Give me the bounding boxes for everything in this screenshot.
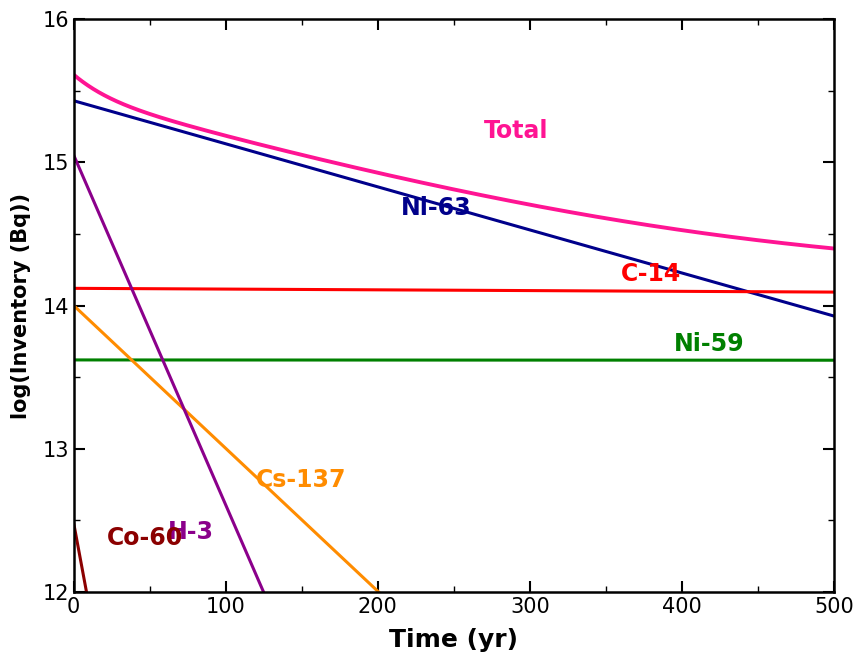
Text: H-3: H-3 [168, 520, 214, 544]
Text: Co-60: Co-60 [107, 526, 183, 550]
X-axis label: Time (yr): Time (yr) [389, 628, 518, 652]
Text: Total: Total [484, 119, 548, 143]
Text: C-14: C-14 [621, 262, 682, 286]
Text: Ni-59: Ni-59 [675, 332, 745, 356]
Y-axis label: log(Inventory (Bq)): log(Inventory (Bq)) [11, 192, 31, 418]
Text: Ni-63: Ni-63 [400, 196, 471, 220]
Text: Cs-137: Cs-137 [256, 468, 347, 492]
